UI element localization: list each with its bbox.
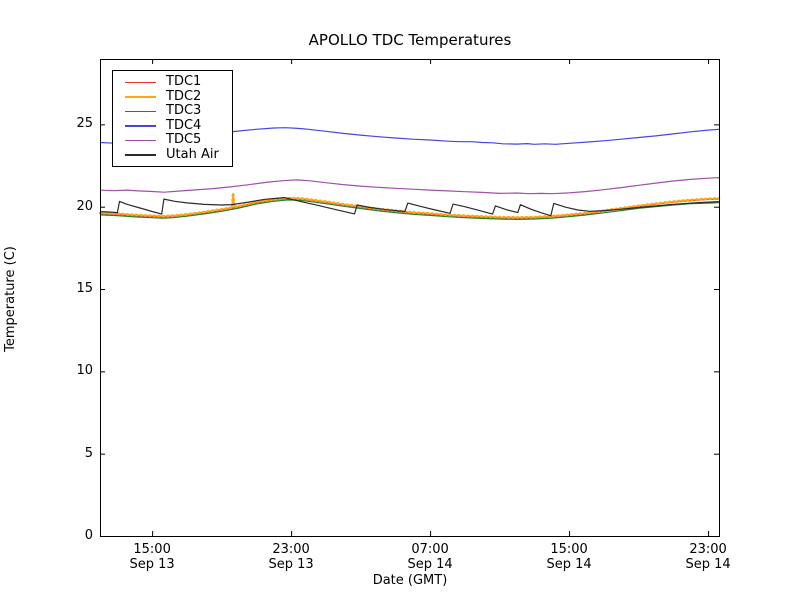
legend-line-swatch xyxy=(125,110,156,112)
x-tick-date: Sep 13 xyxy=(268,557,314,572)
x-tick-date: Sep 14 xyxy=(685,557,731,572)
legend-line-swatch xyxy=(125,139,156,141)
x-tick-time: 07:00 xyxy=(411,542,449,557)
x-tick-label: 07:00 Sep 14 xyxy=(385,542,475,572)
x-tick-date: Sep 14 xyxy=(407,557,453,572)
y-tick-label: 25 xyxy=(76,116,93,132)
y-tick-label: 10 xyxy=(76,363,93,379)
x-tick-time: 15:00 xyxy=(133,542,171,557)
x-tick-label: 15:00 Sep 13 xyxy=(107,542,197,572)
legend-label: TDC3 xyxy=(166,103,202,119)
y-axis-label: Temperature (C) xyxy=(3,246,18,352)
legend-item-tdc2: TDC2 xyxy=(125,88,232,105)
axes-frame xyxy=(100,59,720,537)
x-axis-label: Date (GMT) xyxy=(372,573,448,588)
x-tick-time: 15:00 xyxy=(550,542,588,557)
legend-item-utah-air: Utah Air xyxy=(125,146,232,163)
y-tick-label: 15 xyxy=(76,281,93,297)
legend-item-tdc4: TDC4 xyxy=(125,117,232,134)
x-tick-time: 23:00 xyxy=(689,542,727,557)
x-tick-date: Sep 13 xyxy=(129,557,175,572)
legend-label: TDC2 xyxy=(166,88,202,104)
legend-label: TDC1 xyxy=(166,74,202,90)
chart-title: APOLLO TDC Temperatures xyxy=(308,31,512,49)
x-tick-label: 15:00 Sep 14 xyxy=(524,542,614,572)
legend-item-tdc3: TDC3 xyxy=(125,104,232,119)
x-tick-label: 23:00 Sep 14 xyxy=(663,542,753,572)
legend-label: TDC4 xyxy=(166,117,202,133)
x-tick-label: 23:00 Sep 13 xyxy=(246,542,336,572)
legend-line-swatch xyxy=(125,125,156,127)
x-tick-date: Sep 14 xyxy=(546,557,592,572)
series-line-tdc5 xyxy=(99,177,720,195)
legend-line-swatch xyxy=(125,154,156,156)
legend-label: Utah Air xyxy=(166,146,219,162)
series-line-utah-air xyxy=(99,197,720,217)
y-tick-label: 0 xyxy=(84,528,93,543)
y-tick-label: 20 xyxy=(76,198,93,214)
series-line-tdc3 xyxy=(99,199,720,220)
x-tick-time: 23:00 xyxy=(272,542,310,557)
y-tick-label: 5 xyxy=(84,445,93,461)
legend-item-tdc1: TDC1 xyxy=(125,75,232,90)
legend: TDC1 TDC2 TDC3 TDC4 TDC5 Utah Air xyxy=(112,70,233,167)
legend-label: TDC5 xyxy=(166,132,202,148)
legend-line-swatch xyxy=(125,81,156,83)
legend-line-swatch xyxy=(125,96,156,98)
legend-item-tdc5: TDC5 xyxy=(125,133,232,148)
